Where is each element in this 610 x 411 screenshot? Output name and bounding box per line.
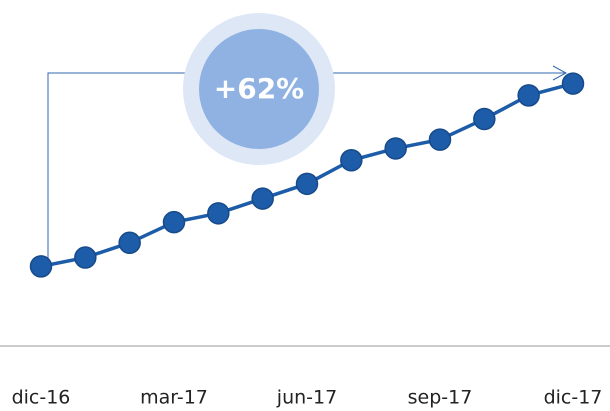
bracket-arrow	[47, 72, 566, 262]
data-point	[384, 137, 407, 160]
data-point	[340, 148, 363, 172]
data-point	[74, 246, 97, 269]
data-point	[561, 72, 585, 95]
data-point	[118, 231, 141, 255]
data-point	[428, 128, 452, 151]
x-tick-label: dic-17	[544, 387, 603, 409]
growth-label: +62%	[214, 72, 304, 105]
arrow-head	[552, 65, 568, 81]
badge	[199, 29, 319, 149]
data-point	[162, 210, 186, 234]
data-point	[473, 107, 496, 131]
x-tick-label: sep-17	[408, 387, 473, 409]
x-tick-label: jun-17	[276, 387, 337, 409]
data-point	[207, 202, 230, 225]
data-point	[517, 84, 540, 107]
data-point	[295, 172, 319, 196]
x-tick-label: mar-17	[140, 387, 208, 409]
data-point	[251, 187, 274, 210]
x-tick-label: dic-16	[12, 387, 71, 409]
data-point	[29, 255, 53, 278]
